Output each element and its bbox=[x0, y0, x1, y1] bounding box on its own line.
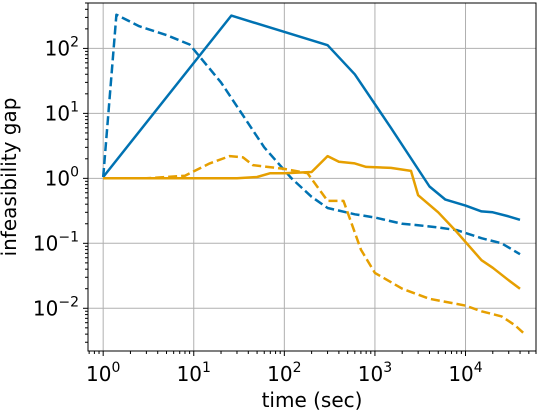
y-axis-ticks: 10−2 10−1 100 101 102 bbox=[33, 2, 88, 343]
series-line-1 bbox=[102, 14, 521, 221]
y-tick-label: 102 bbox=[45, 34, 79, 60]
series-line-3 bbox=[103, 154, 521, 290]
x-axis-ticks: 100 101 102 103 104 bbox=[86, 351, 537, 386]
y-tick-label: 101 bbox=[45, 99, 79, 125]
x-tick-label: 101 bbox=[177, 360, 211, 386]
x-tick-label: 102 bbox=[267, 360, 301, 386]
x-tick-label: 100 bbox=[86, 360, 120, 386]
y-tick-label: 100 bbox=[45, 164, 79, 190]
series-line-4 bbox=[103, 154, 526, 336]
y-tick-label: 10−1 bbox=[33, 229, 79, 255]
y-tick-label: 10−2 bbox=[33, 294, 79, 320]
series-layer bbox=[101, 13, 526, 336]
y-axis-label: infeasibility gap bbox=[0, 98, 21, 257]
x-tick-label: 103 bbox=[358, 360, 392, 386]
series-line-2 bbox=[101, 13, 521, 256]
x-axis-label: time (sec) bbox=[262, 388, 363, 410]
x-tick-label: 104 bbox=[448, 360, 482, 386]
